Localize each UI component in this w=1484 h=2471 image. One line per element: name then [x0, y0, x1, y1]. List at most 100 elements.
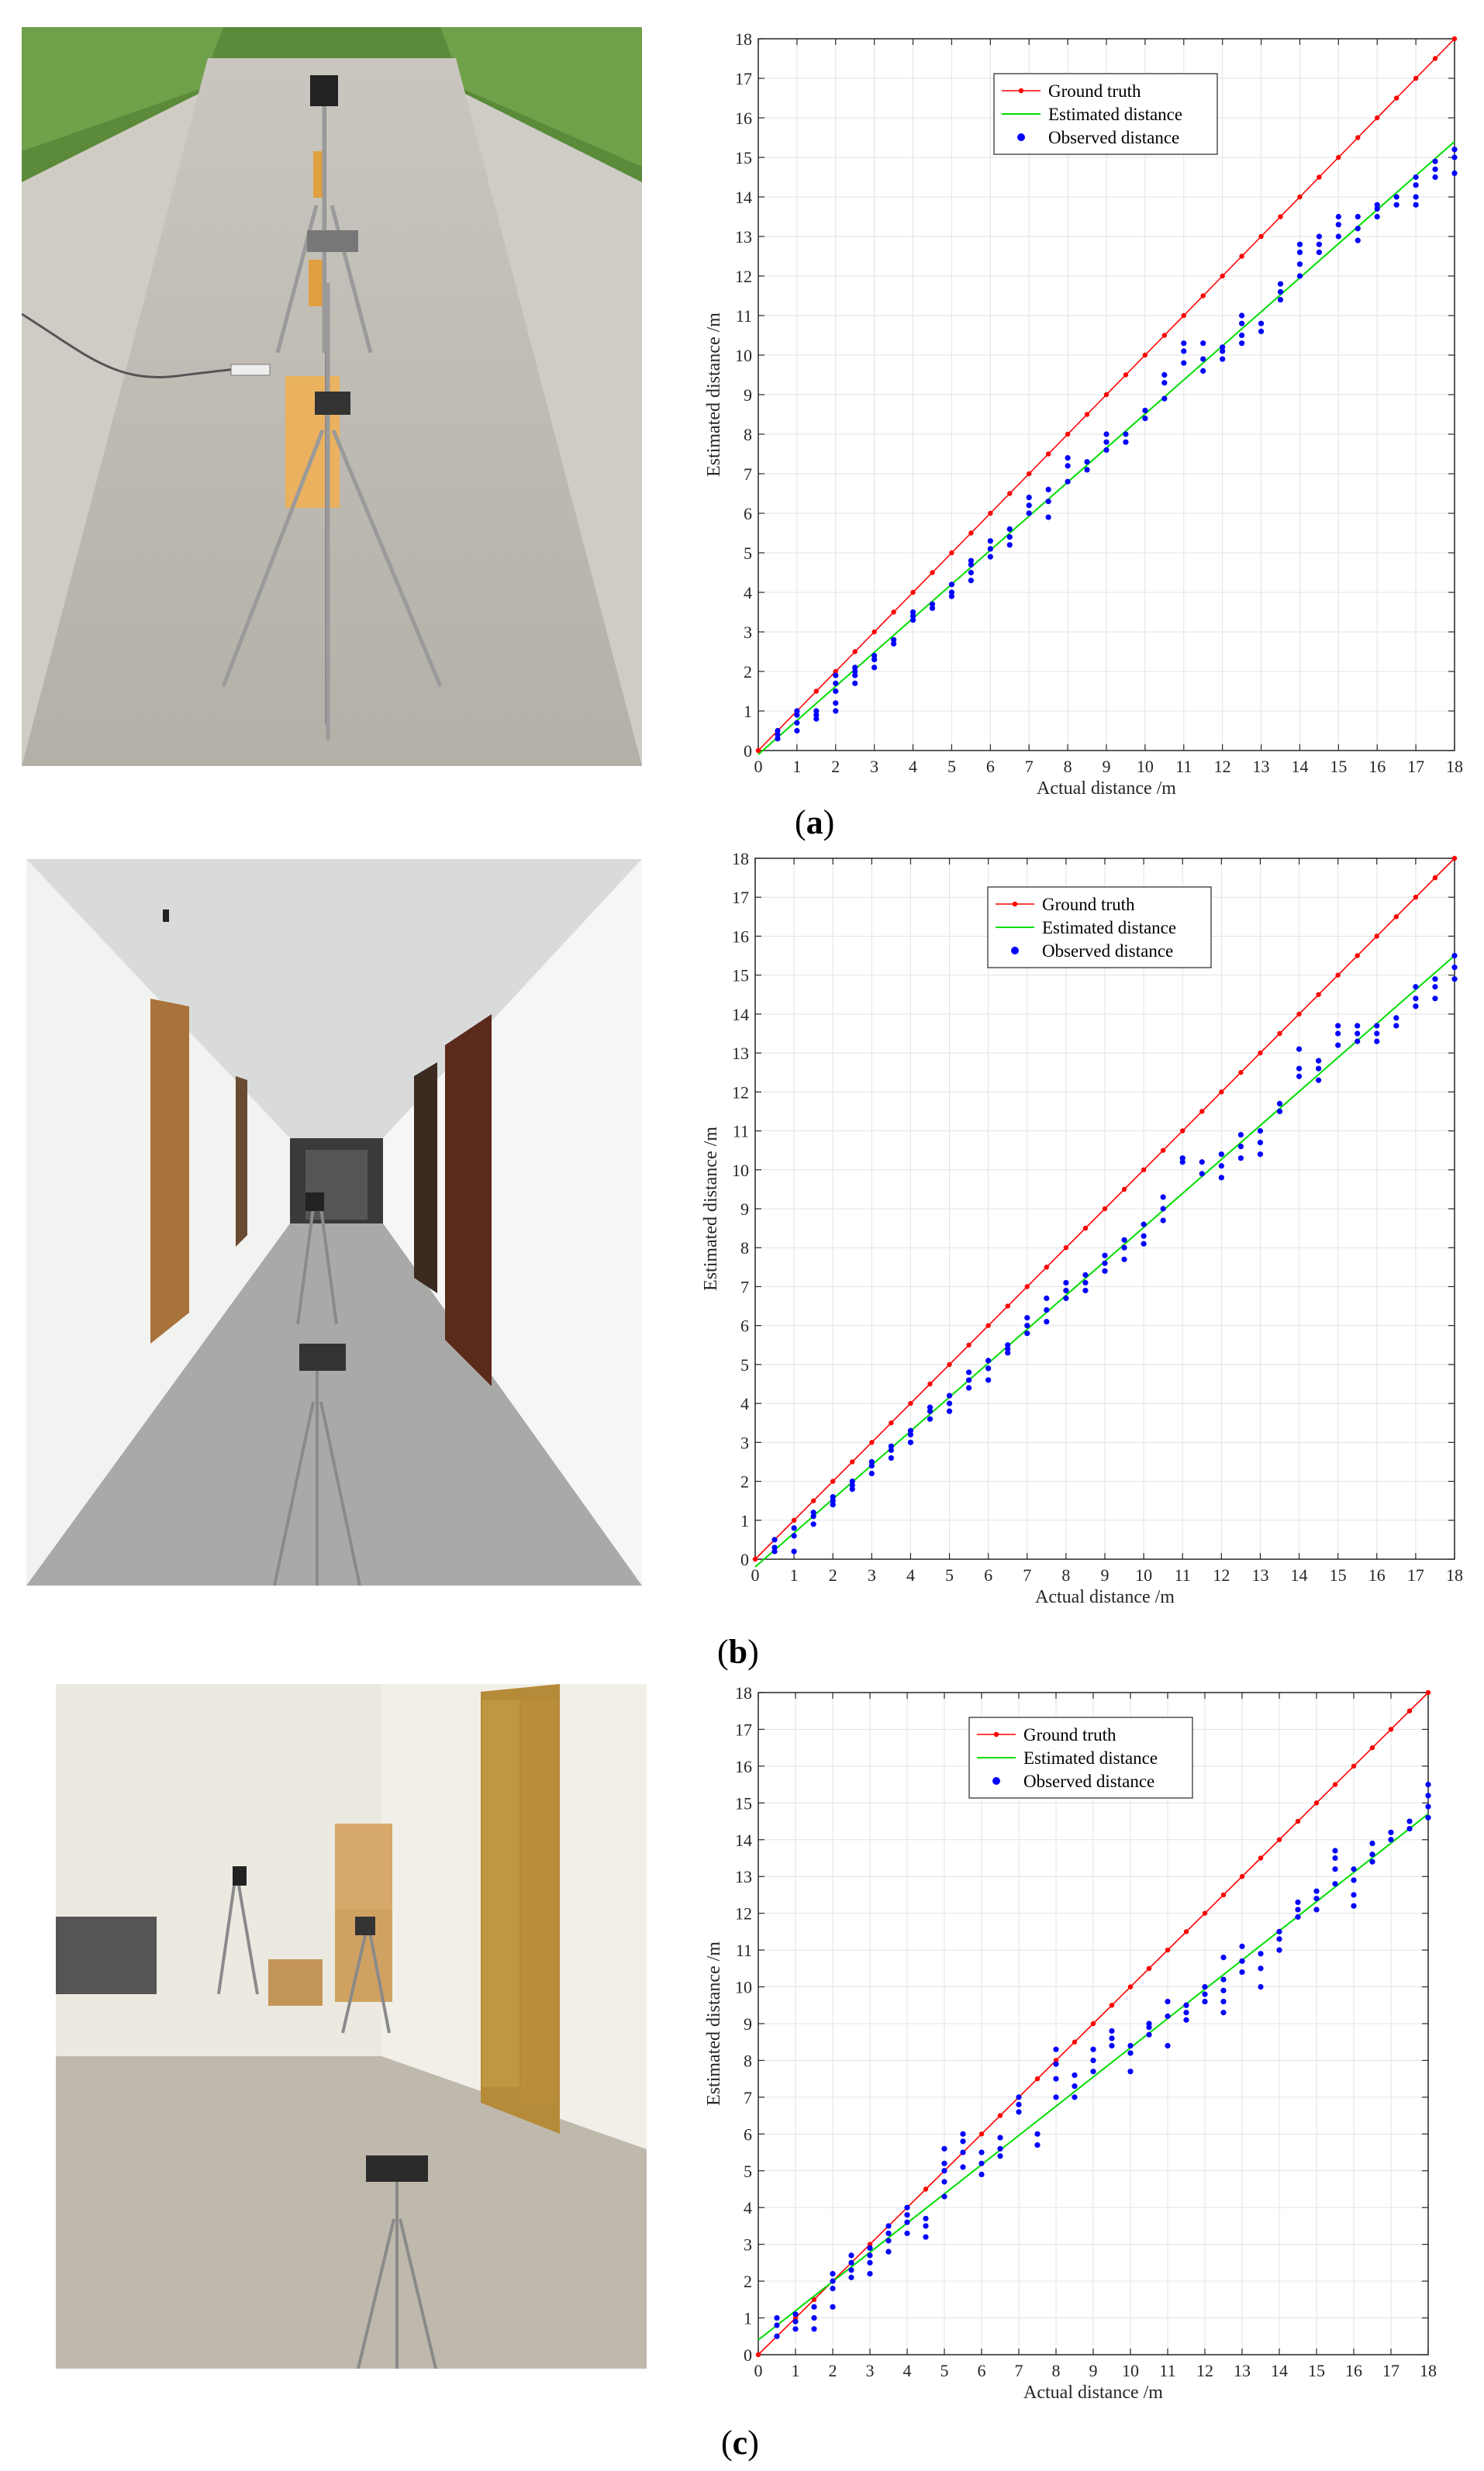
x-tick-label: 3 — [866, 2361, 875, 2380]
x-tick-label: 5 — [945, 1565, 954, 1585]
legend-label: Ground truth — [1023, 1725, 1116, 1745]
ground-truth-point — [813, 688, 820, 694]
observed-point — [1296, 249, 1303, 255]
ground-truth-point — [1413, 75, 1419, 81]
observed-point — [1141, 1233, 1147, 1239]
x-tick-label: 13 — [1253, 757, 1270, 776]
observed-point — [830, 1498, 836, 1504]
observed-point — [792, 2318, 799, 2324]
observed-point — [1160, 1217, 1166, 1223]
observed-point — [1351, 1877, 1357, 1883]
observed-point — [1277, 288, 1284, 295]
observed-point — [948, 582, 955, 588]
observed-point — [794, 712, 800, 718]
observed-point — [1123, 431, 1129, 437]
observed-point — [1313, 1888, 1320, 1894]
x-tick-label: 10 — [1135, 1565, 1152, 1585]
observed-point — [885, 2248, 892, 2255]
x-tick-label: 4 — [903, 2361, 912, 2380]
observed-point — [1181, 360, 1187, 366]
observed-point — [1413, 174, 1419, 181]
observed-point — [1316, 241, 1322, 247]
observed-point — [891, 640, 897, 647]
y-tick-label: 3 — [740, 1433, 749, 1452]
observed-point — [1141, 1241, 1147, 1247]
observed-point — [1220, 1998, 1227, 2005]
ground-truth-point — [1199, 1109, 1205, 1114]
observed-point — [849, 1482, 855, 1489]
ground-truth-point — [908, 1400, 913, 1406]
ground-truth-point — [1296, 1011, 1302, 1017]
observed-point — [1181, 340, 1187, 347]
y-tick-label: 5 — [744, 2162, 752, 2181]
y-tick-label: 2 — [744, 662, 752, 682]
y-tick-label: 10 — [735, 346, 752, 365]
observed-point — [1355, 1030, 1361, 1037]
observed-point — [792, 2326, 799, 2332]
y-tick-label: 5 — [740, 1355, 749, 1375]
observed-point — [968, 561, 974, 568]
y-tick-label: 18 — [732, 849, 749, 868]
x-axis-label: Actual distance /m — [1037, 778, 1176, 799]
observed-point — [1220, 348, 1226, 354]
observed-point — [1202, 1998, 1208, 2005]
x-tick-label: 0 — [754, 2361, 763, 2380]
observed-point — [968, 569, 974, 576]
observed-point — [1351, 1903, 1357, 1909]
observed-point — [794, 727, 800, 734]
observed-point — [868, 1470, 875, 1477]
observed-point — [1369, 1858, 1375, 1865]
observed-point — [867, 2252, 873, 2259]
x-tick-label: 11 — [1175, 757, 1192, 776]
observed-point — [1413, 984, 1419, 990]
observed-point — [1332, 1848, 1338, 1854]
observed-point — [1218, 1163, 1224, 1169]
observed-point — [997, 2135, 1003, 2141]
observed-point — [1413, 1003, 1419, 1009]
x-tick-label: 18 — [1446, 1565, 1463, 1585]
observed-point — [1006, 534, 1013, 540]
ground-truth-point — [869, 1440, 875, 1445]
ground-truth-point — [1220, 1892, 1227, 1898]
x-tick-label: 18 — [1446, 757, 1463, 776]
observed-point — [1257, 1151, 1264, 1158]
observed-point — [852, 680, 858, 686]
photo-room — [56, 1684, 647, 2369]
observed-point — [1142, 416, 1148, 422]
legend-label: Estimated distance — [1042, 918, 1176, 937]
observed-point — [791, 1548, 797, 1555]
x-tick-label: 9 — [1089, 2361, 1098, 2380]
x-tick-label: 2 — [829, 1565, 837, 1585]
observed-point — [1160, 1206, 1166, 1212]
ground-truth-point — [1332, 1782, 1338, 1787]
x-tick-label: 17 — [1407, 1565, 1424, 1585]
x-tick-label: 3 — [870, 757, 878, 776]
y-tick-label: 15 — [735, 1793, 752, 1813]
ground-truth-point — [1313, 1800, 1320, 1806]
observed-point — [997, 2153, 1003, 2159]
y-tick-label: 3 — [744, 623, 752, 642]
observed-point — [1109, 2042, 1115, 2049]
legend-label: Observed distance — [1023, 1772, 1154, 1791]
observed-point — [1183, 2017, 1189, 2023]
observed-point — [1218, 1151, 1224, 1158]
ground-truth-point — [1127, 1984, 1134, 1990]
legend: Ground truth Estimated distance Observed d… — [993, 73, 1218, 155]
legend-marker-ground-truth — [1018, 88, 1024, 94]
observed-point — [1374, 202, 1380, 208]
y-tick-label: 6 — [744, 2124, 752, 2144]
observed-point — [1179, 1155, 1185, 1161]
ground-truth-point — [1072, 2039, 1078, 2045]
observed-point — [1316, 249, 1322, 255]
observed-point — [1142, 407, 1148, 413]
observed-point — [923, 2223, 929, 2229]
ground-truth-point — [1258, 1855, 1264, 1861]
observed-point — [1239, 332, 1245, 339]
x-tick-label: 15 — [1330, 1565, 1347, 1585]
observed-point — [848, 2252, 854, 2259]
y-tick-label: 11 — [733, 1122, 749, 1141]
observed-point — [1200, 368, 1206, 374]
observed-point — [1053, 2061, 1059, 2067]
observed-point — [1335, 1042, 1341, 1048]
observed-point — [968, 557, 974, 564]
